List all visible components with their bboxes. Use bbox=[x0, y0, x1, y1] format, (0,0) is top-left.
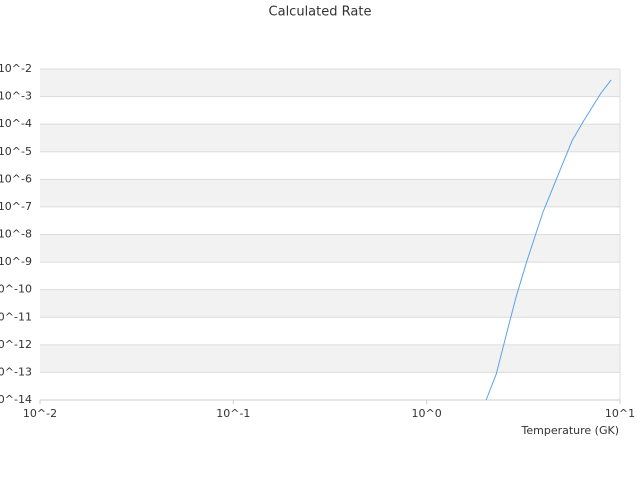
y-tick-label: 10^-13 bbox=[0, 365, 32, 378]
y-tick-label: 10^-6 bbox=[0, 172, 32, 185]
y-tick-label: 10^-14 bbox=[0, 393, 32, 406]
grid-band bbox=[40, 344, 620, 373]
chart-title: Calculated Rate bbox=[269, 5, 372, 20]
grid-band bbox=[40, 124, 620, 152]
y-tick-label: 10^-10 bbox=[0, 283, 32, 296]
y-tick-label: 10^-4 bbox=[0, 117, 32, 130]
grid-band bbox=[40, 69, 620, 97]
x-tick-label: 10^1 bbox=[605, 407, 635, 420]
x-axis-label: Temperature (GK) bbox=[521, 424, 620, 437]
y-tick-label: 10^-9 bbox=[0, 255, 32, 268]
y-tick-label: 10^-5 bbox=[0, 145, 32, 158]
y-tick-label: 10^-2 bbox=[0, 62, 32, 75]
grid-band bbox=[40, 179, 620, 207]
y-tick-label: 10^-12 bbox=[0, 338, 32, 351]
data-line bbox=[485, 79, 612, 401]
x-tick-label: 10^-1 bbox=[216, 407, 250, 420]
grid-band bbox=[40, 289, 620, 318]
grid-band bbox=[40, 234, 620, 263]
x-tick-label: 10^-2 bbox=[23, 407, 57, 420]
y-tick-label: 10^-8 bbox=[0, 228, 32, 241]
y-tick-label: 10^-7 bbox=[0, 200, 32, 213]
y-tick-label: 10^-11 bbox=[0, 310, 32, 323]
x-tick-label: 10^0 bbox=[412, 407, 442, 420]
y-tick-label: 10^-3 bbox=[0, 90, 32, 103]
